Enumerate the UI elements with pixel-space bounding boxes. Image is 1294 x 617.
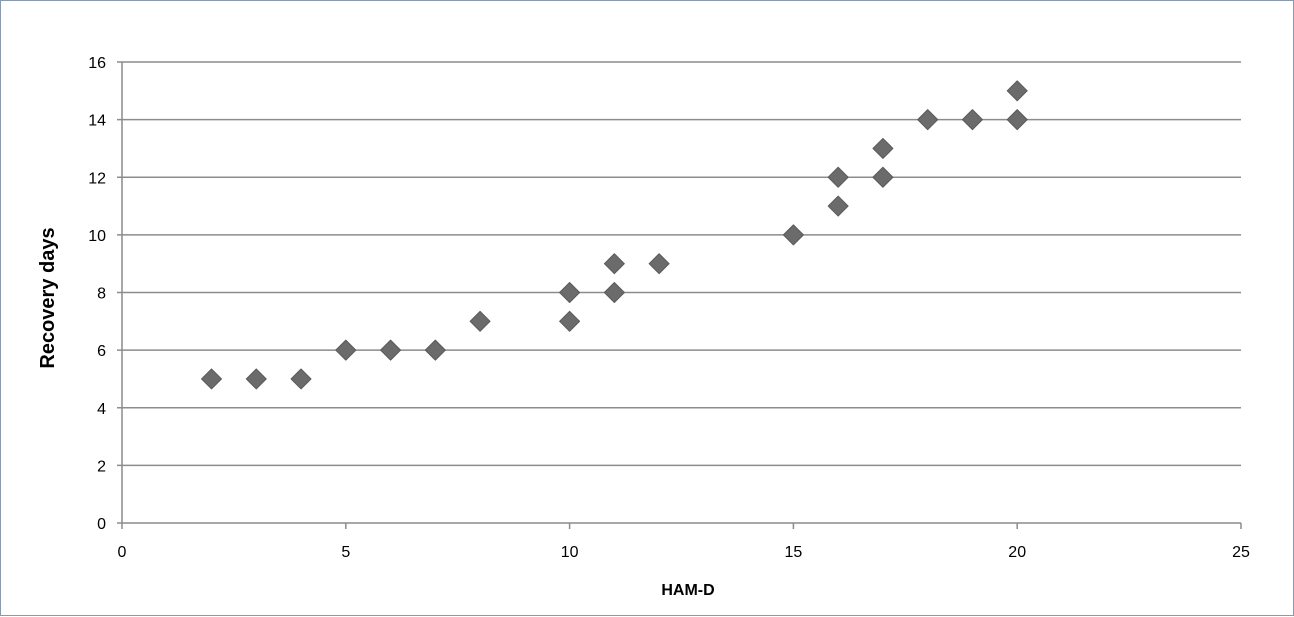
data-points bbox=[201, 80, 1028, 390]
y-tick-label-8: 8 bbox=[97, 286, 106, 303]
data-point-0-15 bbox=[872, 166, 894, 188]
x-tick-label-15: 15 bbox=[785, 544, 803, 561]
y-tick-label-16: 16 bbox=[88, 55, 106, 72]
data-point-0-5 bbox=[424, 339, 446, 361]
x-tick-label-20: 20 bbox=[1008, 544, 1026, 561]
y-axis-title: Recovery days bbox=[37, 227, 59, 368]
y-tick-label-14: 14 bbox=[88, 113, 106, 130]
data-point-0-18 bbox=[961, 109, 983, 131]
data-point-0-9 bbox=[603, 282, 625, 303]
x-axis-title: HAM-D bbox=[661, 582, 714, 599]
gridlines bbox=[122, 61, 1241, 467]
x-tick-labels: 0 5 10 15 20 25 bbox=[118, 544, 1250, 561]
data-point-0-4 bbox=[380, 339, 402, 361]
data-point-0-6 bbox=[469, 310, 491, 332]
data-point-0-8 bbox=[559, 282, 581, 303]
data-point-0-12 bbox=[782, 224, 804, 246]
x-tick-label-10: 10 bbox=[561, 544, 579, 561]
data-point-0-3 bbox=[335, 339, 357, 361]
y-tick-labels: 0 2 4 6 8 10 12 14 16 bbox=[88, 55, 106, 533]
y-tick-label-12: 12 bbox=[88, 170, 106, 187]
x-tick-label-5: 5 bbox=[341, 544, 350, 561]
y-tick-label-10: 10 bbox=[88, 228, 106, 245]
data-point-0-17 bbox=[917, 109, 939, 131]
data-point-0-20 bbox=[1006, 80, 1028, 102]
data-point-0-2 bbox=[290, 368, 312, 390]
data-point-0-0 bbox=[201, 368, 223, 390]
data-point-0-1 bbox=[245, 368, 267, 390]
data-point-0-19 bbox=[1006, 109, 1028, 131]
x-tick-label-25: 25 bbox=[1232, 544, 1250, 561]
data-point-0-16 bbox=[872, 137, 894, 159]
y-tick-label-0: 0 bbox=[97, 516, 106, 533]
y-tick-label-6: 6 bbox=[97, 343, 106, 360]
data-point-0-11 bbox=[648, 253, 670, 275]
x-tick-label-0: 0 bbox=[118, 544, 127, 561]
data-point-0-7 bbox=[559, 310, 581, 332]
y-tick-label-2: 2 bbox=[97, 458, 106, 475]
y-tick-label-4: 4 bbox=[97, 401, 106, 418]
data-point-0-10 bbox=[603, 253, 625, 275]
data-point-0-13 bbox=[827, 195, 849, 217]
data-point-0-14 bbox=[827, 166, 849, 188]
axes bbox=[117, 61, 1242, 529]
